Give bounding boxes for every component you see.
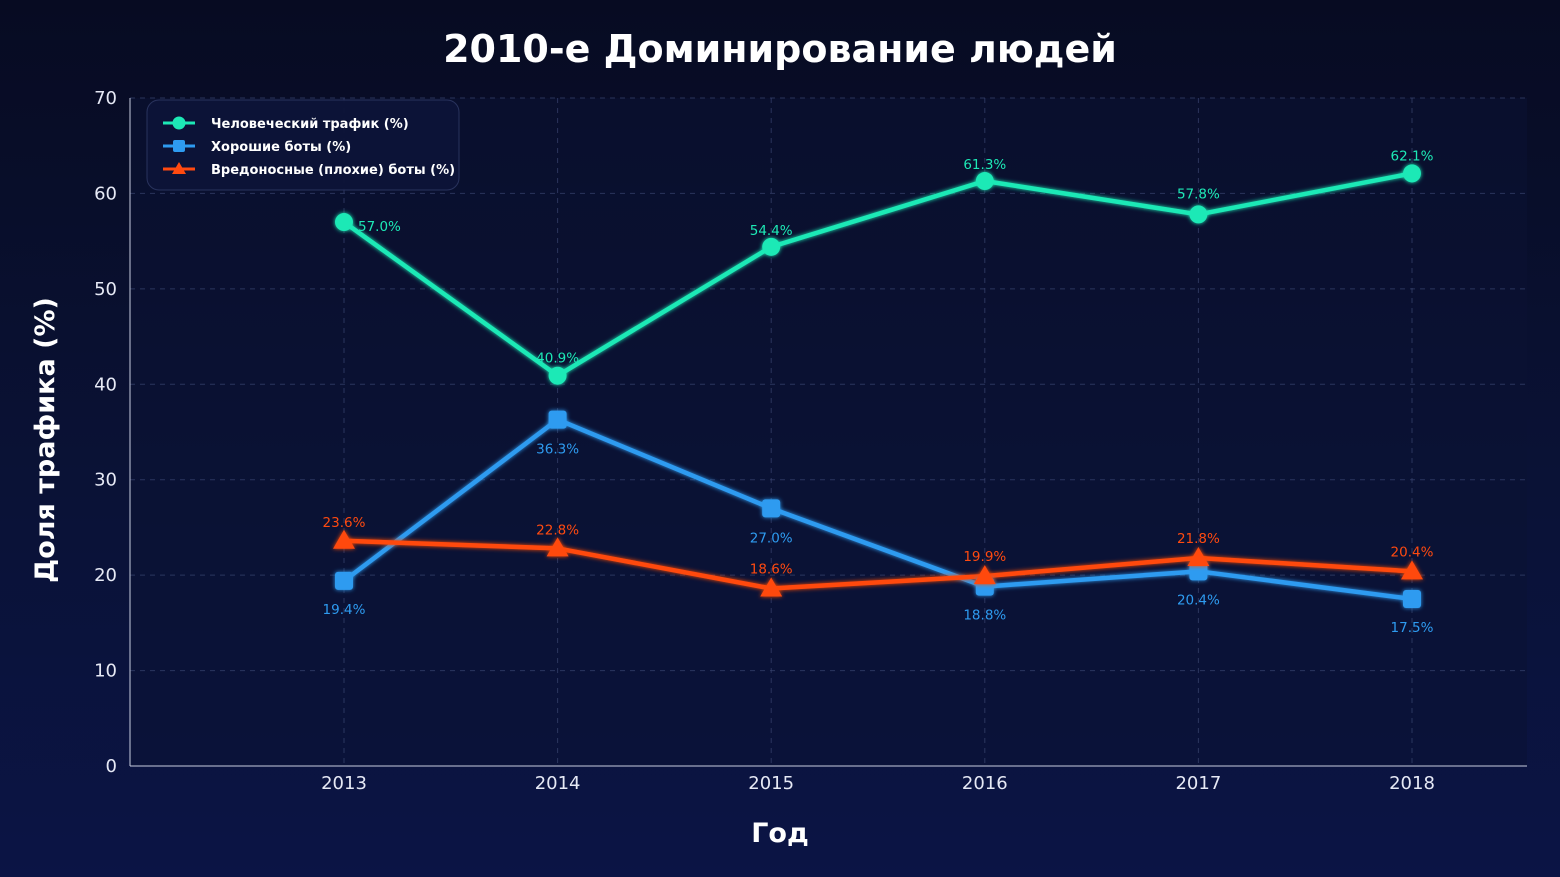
series-line-1 [341, 417, 1415, 602]
series-1-point-2015 [762, 499, 781, 518]
series-0-label-2013: 57.0% [358, 219, 401, 235]
series-0-label-2017: 57.8% [1177, 186, 1220, 202]
legend-marker-0 [172, 116, 186, 130]
series-0-label-2018: 62.1% [1391, 148, 1434, 164]
series-0-point-2017 [1189, 205, 1208, 224]
series-2-point-2016 [973, 565, 996, 585]
y-tick-label-50: 50 [94, 279, 117, 300]
series-2-point-2015 [760, 577, 783, 597]
series-0-label-2015: 54.4% [750, 223, 793, 239]
series-2-label-2018: 20.4% [1391, 544, 1434, 560]
series-1-label-2017: 20.4% [1177, 592, 1220, 608]
chart-title: 2010-е Доминирование людей [443, 27, 1117, 71]
plot-area [130, 98, 1527, 766]
x-tick-label-2013: 2013 [321, 773, 367, 794]
y-tick-label-0: 0 [106, 756, 117, 777]
series-1-label-2013: 19.4% [323, 602, 366, 618]
x-tick-label-2018: 2018 [1389, 773, 1435, 794]
series-2-label-2016: 19.9% [963, 549, 1006, 565]
series-line-0 [341, 171, 1415, 378]
y-tick-label-20: 20 [94, 565, 117, 586]
y-tick-labels: 0 10 20 30 40 50 60 70 [94, 88, 117, 777]
x-tick-label-2016: 2016 [962, 773, 1008, 794]
series-1-point-2013 [335, 571, 353, 590]
series-2-point-2017 [1187, 546, 1210, 566]
series-1-point-2014 [548, 410, 567, 429]
legend-label-2: Вредоносные (плохие) боты (%) [211, 163, 455, 178]
series-0-point-2016 [975, 172, 994, 191]
axes [129, 98, 1527, 767]
series-1-label-2018: 17.5% [1391, 620, 1434, 636]
series-0-point-2014 [548, 366, 567, 385]
x-axis-label: Год [751, 818, 809, 849]
series-markers [333, 164, 1423, 608]
x-tick-labels: 2013 2014 2015 2016 2017 2018 [321, 773, 1435, 794]
y-tick-label-40: 40 [94, 374, 117, 395]
series-2-label-2015: 18.6% [750, 562, 793, 578]
series-2-point-2014 [546, 537, 569, 557]
series-1-label-2016: 18.8% [963, 608, 1006, 624]
series-1-point-2017 [1189, 562, 1208, 581]
series-0-point-2015 [762, 237, 781, 256]
series-0-point-2018 [1403, 164, 1421, 183]
legend-label-0: Человеческий трафик (%) [211, 117, 409, 132]
series-line-2 [341, 538, 1415, 591]
y-tick-label-10: 10 [94, 661, 117, 682]
x-tick-label-2014: 2014 [535, 773, 581, 794]
series-2-point-2013 [333, 529, 355, 549]
legend-marker-1 [173, 140, 185, 152]
legend-marker-2 [172, 162, 186, 174]
series-0-label-2014: 40.9% [536, 351, 579, 367]
legend-box [146, 99, 460, 191]
series-2-point-2018 [1401, 560, 1423, 580]
series-0-point-2013 [335, 213, 353, 232]
legend-label-1: Хорошие боты (%) [211, 140, 351, 155]
legend: Человеческий трафик (%) Хорошие боты (%) В… [146, 99, 460, 191]
series-1-point-2018 [1403, 590, 1421, 608]
data-labels: 57.0% 40.9% 54.4% 61.3% 57.8% 62.1% 19.4% 36.3%… [323, 148, 1434, 636]
series-2-label-2014: 22.8% [536, 522, 579, 538]
series-0-label-2016: 61.3% [963, 157, 1006, 173]
y-tick-label-60: 60 [94, 183, 117, 204]
series-2-label-2017: 21.8% [1177, 531, 1220, 547]
x-tick-label-2015: 2015 [748, 773, 794, 794]
series-1-label-2015: 27.0% [750, 530, 793, 546]
x-tick-label-2017: 2017 [1175, 773, 1221, 794]
y-tick-label-70: 70 [94, 88, 117, 109]
series-2-label-2013: 23.6% [323, 515, 366, 531]
y-axis-label: Доля трафика (%) [30, 297, 61, 583]
grid [130, 97, 1527, 766]
y-tick-label-30: 30 [94, 470, 117, 491]
series-1-label-2014: 36.3% [536, 442, 579, 458]
series-lines [341, 171, 1415, 602]
